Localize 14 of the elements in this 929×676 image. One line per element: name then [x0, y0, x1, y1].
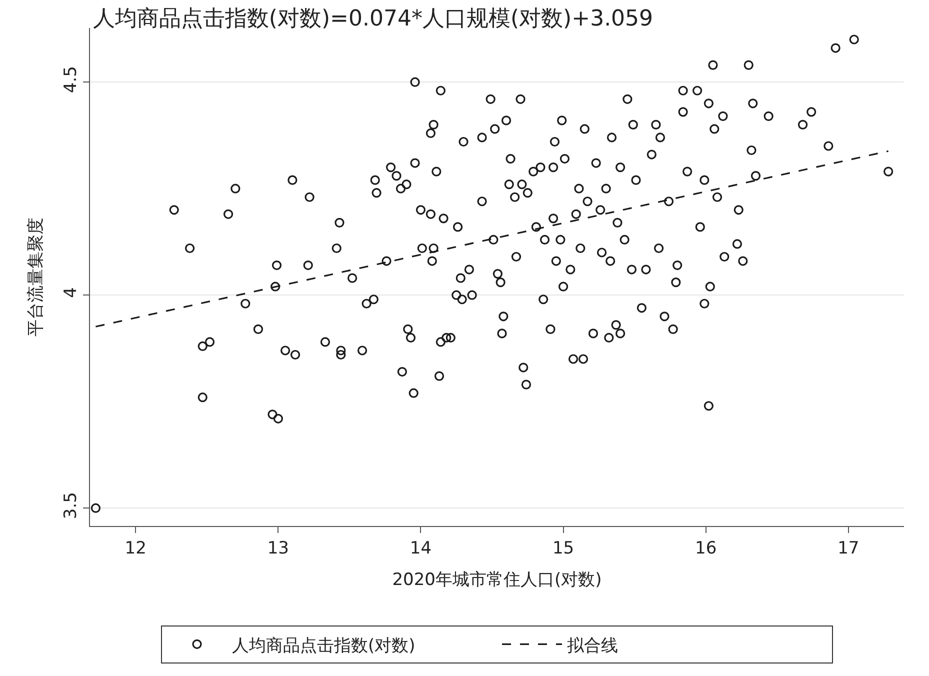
- y-tick-label: 4: [61, 287, 82, 298]
- chart-title: 人均商品点击指数(对数)=0.074*人口规模(对数)+3.059: [92, 6, 654, 32]
- legend-label: 人均商品点击指数(对数): [232, 636, 416, 656]
- x-axis-title: 2020年城市常住人口(对数): [392, 570, 602, 590]
- x-tick-label: 16: [695, 538, 717, 558]
- x-tick-label: 17: [838, 538, 860, 558]
- x-tick-label: 13: [267, 538, 289, 558]
- legend-label: 拟合线: [567, 636, 618, 656]
- x-tick-label: 12: [124, 538, 146, 558]
- y-tick-label: 4.5: [61, 66, 82, 94]
- y-axis-title: 平台流量集聚度: [26, 218, 46, 336]
- x-tick-label: 15: [552, 538, 574, 558]
- y-tick-label: 3.5: [61, 492, 82, 520]
- x-tick-label: 14: [410, 538, 432, 558]
